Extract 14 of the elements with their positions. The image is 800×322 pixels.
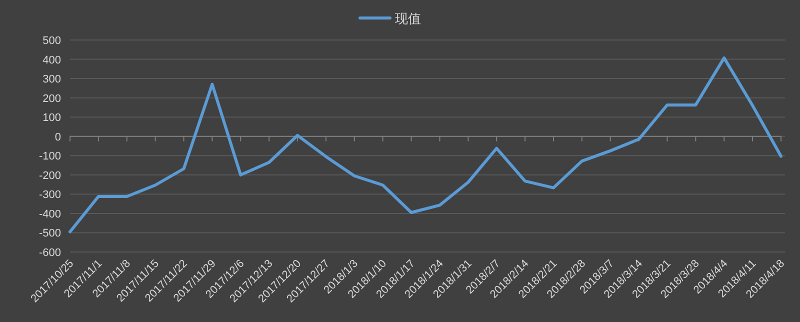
- y-tick-label: 500: [42, 35, 61, 47]
- y-tick-label: -100: [38, 150, 61, 163]
- y-tick-label: -300: [38, 189, 61, 202]
- line-series: [68, 56, 782, 234]
- y-tick-label: -600: [38, 247, 61, 259]
- y-tick-label: -200: [38, 170, 61, 182]
- legend-label: 现值: [395, 11, 421, 26]
- y-tick-label: 300: [42, 74, 61, 86]
- y-tick-label: 0: [54, 131, 61, 144]
- y-tick-label: 200: [42, 92, 61, 105]
- y-tick-label: -500: [38, 228, 61, 240]
- y-tick-label: 400: [42, 54, 61, 66]
- y-tick-label: 100: [42, 112, 61, 124]
- y-tick-label: -400: [38, 208, 61, 220]
